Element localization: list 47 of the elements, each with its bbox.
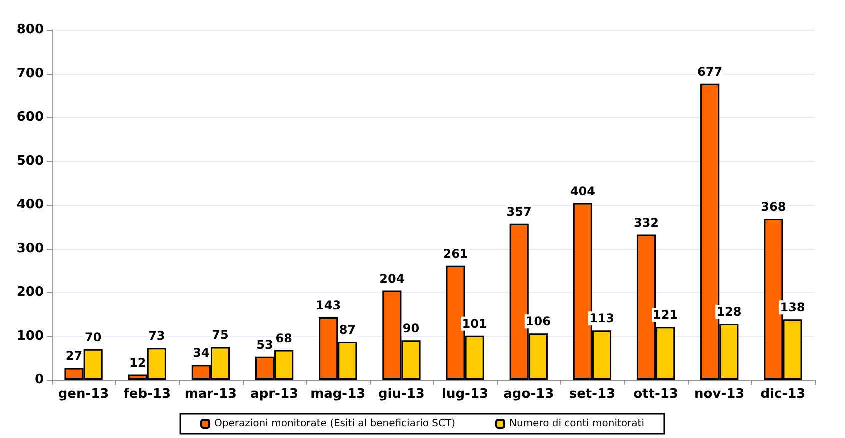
- data-label: 204: [380, 272, 405, 286]
- data-label: 113: [589, 312, 615, 326]
- y-tick-label: 300: [16, 241, 44, 256]
- x-tick-label: giu-13: [378, 387, 425, 402]
- data-label: 677: [698, 64, 723, 79]
- legend-label: Operazioni monitorate (Esiti al beneficiario SCT): [214, 418, 456, 430]
- data-label: 75: [212, 328, 229, 342]
- data-label: 106: [526, 314, 551, 329]
- x-tick-label: apr-13: [250, 387, 299, 402]
- y-tick-label: 100: [16, 328, 44, 344]
- y-tick-label: 200: [16, 285, 44, 300]
- y-tick-label: 500: [16, 154, 44, 169]
- data-label: 138: [780, 300, 806, 315]
- data-label: 368: [761, 200, 786, 214]
- y-tick-label: 800: [16, 22, 44, 38]
- y-tick-label: 0: [34, 372, 44, 388]
- x-tick-label: mar-13: [184, 387, 238, 402]
- data-label: 87: [339, 322, 356, 337]
- data-label: 404: [570, 184, 596, 198]
- y-tick-label: 400: [16, 198, 44, 212]
- data-label: 121: [653, 308, 678, 322]
- data-label: 143: [316, 298, 342, 312]
- data-label: 101: [462, 316, 488, 331]
- x-tick-label: ott-13: [634, 387, 678, 402]
- x-tick-label: mag-13: [310, 387, 366, 402]
- data-label: 53: [256, 338, 274, 352]
- y-tick-label: 700: [16, 66, 44, 82]
- y-tick-label: 600: [16, 110, 44, 125]
- data-label: 357: [506, 204, 532, 219]
- data-label: 90: [402, 322, 420, 336]
- data-label: 68: [276, 331, 292, 346]
- data-label: 12: [129, 356, 146, 370]
- x-tick-label: lug-13: [442, 387, 489, 402]
- data-label: 34: [193, 346, 210, 360]
- data-label: 27: [66, 349, 83, 364]
- x-tick-label: feb-13: [124, 387, 172, 402]
- x-tick-label: ago-13: [504, 387, 554, 402]
- data-label: 73: [148, 329, 166, 344]
- x-tick-label: set-13: [569, 387, 616, 402]
- x-tick-label: nov-13: [694, 387, 745, 402]
- data-label: 70: [84, 330, 102, 344]
- data-label: 261: [443, 246, 468, 261]
- data-label: 128: [716, 305, 742, 319]
- x-tick-label: gen-13: [58, 387, 110, 402]
- data-label: 332: [634, 216, 660, 230]
- legend-label: Numero di conti monitorati: [509, 418, 644, 430]
- x-tick-label: dic-13: [760, 387, 806, 402]
